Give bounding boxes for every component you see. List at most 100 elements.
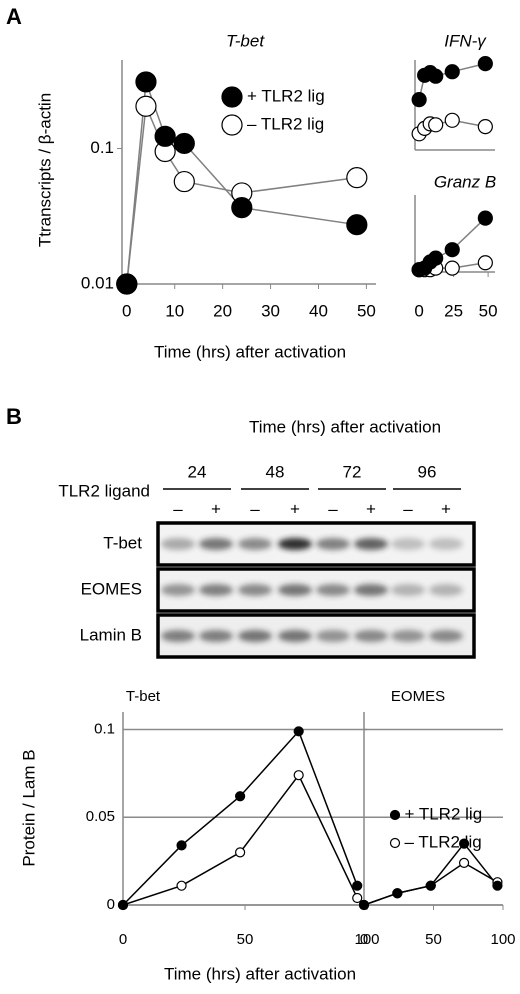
data-point xyxy=(477,210,493,226)
blot-band xyxy=(429,538,463,550)
blot-band xyxy=(161,630,195,642)
blot-title: Time (hrs) after activation xyxy=(249,417,441,436)
data-point xyxy=(346,166,368,189)
blot-band xyxy=(161,538,195,550)
chart-title: T-bet xyxy=(226,31,265,50)
legend-marker xyxy=(221,114,243,136)
data-point xyxy=(346,214,368,236)
data-point xyxy=(176,840,187,851)
blot-band xyxy=(429,630,463,642)
y-tick-label: 0.05 xyxy=(86,808,115,825)
data-point xyxy=(235,791,246,802)
x-tick-label: 25 xyxy=(444,301,463,320)
data-point xyxy=(173,170,195,193)
time-label: 96 xyxy=(418,462,437,481)
blot-band xyxy=(278,630,312,642)
blot-band xyxy=(354,538,388,550)
panel-label: B xyxy=(6,404,22,429)
series-line xyxy=(363,842,499,906)
chart-title: EOMES xyxy=(391,688,445,705)
series-line xyxy=(126,103,357,285)
y-tick-label: 0.1 xyxy=(94,721,115,738)
blot-band xyxy=(278,584,312,596)
data-point xyxy=(392,888,403,899)
data-point xyxy=(235,847,246,858)
data-point xyxy=(428,68,444,84)
legend-marker xyxy=(221,86,243,108)
data-point xyxy=(477,118,493,135)
blot-band xyxy=(199,538,233,550)
x-tick-label: 40 xyxy=(309,301,328,320)
blot-band xyxy=(316,538,350,550)
ligand-sign: – xyxy=(250,499,260,518)
blot-band xyxy=(199,630,233,642)
x-tick-label: 50 xyxy=(357,301,376,320)
x-tick-label: 30 xyxy=(261,301,280,320)
blot-band xyxy=(354,630,388,642)
x-tick-label: 50 xyxy=(479,301,498,320)
data-point xyxy=(444,242,460,258)
x-tick-label: 50 xyxy=(425,931,442,948)
y-axis-label: Ttranscripts / β-actin xyxy=(35,93,54,247)
data-point xyxy=(458,857,470,868)
ligand-sign: + xyxy=(290,499,300,518)
blot-band xyxy=(238,538,272,550)
ligand-sign: + xyxy=(366,499,376,518)
data-point xyxy=(444,112,460,128)
data-point xyxy=(293,726,304,737)
data-point xyxy=(135,71,157,93)
blot-band xyxy=(238,630,272,642)
ligand-sign: + xyxy=(211,499,221,518)
data-point xyxy=(425,880,436,891)
blot-band xyxy=(238,584,272,596)
lane-label: Lamin B xyxy=(80,625,142,644)
data-point xyxy=(173,132,195,155)
blot-row-label: TLR2 ligand xyxy=(58,481,150,500)
data-point xyxy=(135,95,157,117)
x-axis-label: Time (hrs) after activation xyxy=(154,342,346,361)
x-tick-label: 0 xyxy=(122,301,131,320)
ligand-sign: + xyxy=(441,499,451,518)
x-tick-label: 100 xyxy=(490,931,515,948)
data-point xyxy=(477,255,493,271)
data-point xyxy=(352,880,363,891)
data-point xyxy=(117,899,129,911)
lane-label: EOMES xyxy=(81,579,142,598)
legend-label: + TLR2 lig xyxy=(405,804,483,823)
chart-title: IFN-γ xyxy=(444,31,487,50)
data-point xyxy=(444,260,460,276)
data-point xyxy=(444,64,460,80)
western-blot xyxy=(156,521,476,659)
y-tick-label: 0 xyxy=(107,896,115,913)
legend-marker xyxy=(389,809,401,821)
data-point xyxy=(358,899,370,911)
data-point xyxy=(458,838,470,849)
legend-label: – TLR2 lig xyxy=(405,832,482,851)
y-axis-label: Protein / Lam B xyxy=(19,749,38,866)
blot-band xyxy=(278,538,312,550)
panel-label: A xyxy=(6,4,22,29)
data-point xyxy=(154,125,176,147)
y-tick-label: 0.01 xyxy=(81,273,114,292)
ligand-sign: – xyxy=(173,499,183,518)
x-tick-label: 20 xyxy=(213,301,232,320)
chart-title: T-bet xyxy=(126,688,161,705)
x-tick-label: 0 xyxy=(414,301,423,320)
data-point xyxy=(176,880,187,891)
blot-band xyxy=(429,584,463,596)
x-tick-label: 0 xyxy=(360,931,368,948)
blot-band xyxy=(161,584,195,596)
x-tick-label: 0 xyxy=(119,931,127,948)
data-point xyxy=(231,197,253,219)
blot-band xyxy=(316,584,350,596)
lane-label: T-bet xyxy=(103,533,142,552)
x-axis-label: Time (hrs) after activation xyxy=(164,964,356,983)
ligand-sign: – xyxy=(328,499,338,518)
data-point xyxy=(492,880,503,891)
data-point xyxy=(411,91,427,108)
time-label: 24 xyxy=(188,462,207,481)
legend-label: – TLR2 lig xyxy=(247,114,324,133)
blot-band xyxy=(391,584,425,596)
blot-band xyxy=(199,584,233,596)
x-tick-label: 10 xyxy=(165,301,184,320)
